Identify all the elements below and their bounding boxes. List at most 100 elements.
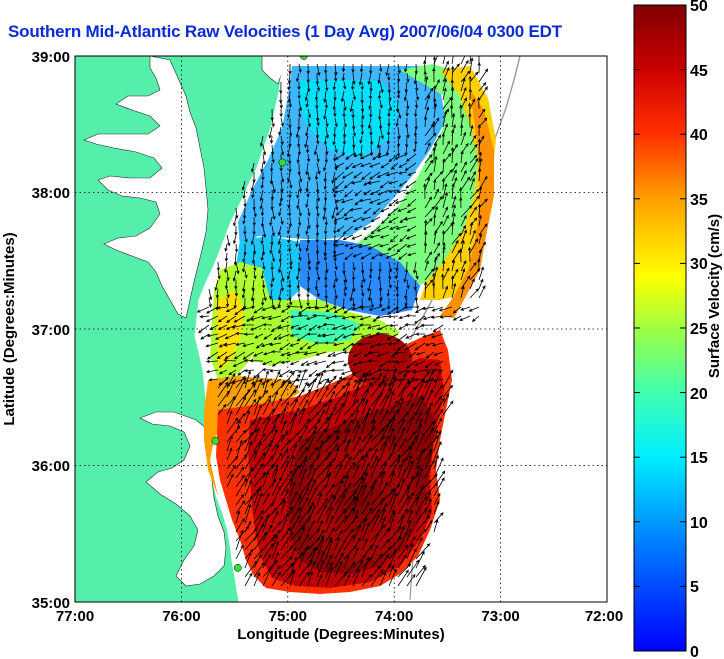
velocity-arrow <box>467 246 472 263</box>
velocity-arrow <box>313 144 318 156</box>
velocity-arrow <box>405 333 417 339</box>
velocity-arrow <box>361 574 373 587</box>
velocity-arrow <box>385 63 390 77</box>
velocity-arrow <box>277 324 291 330</box>
velocity-arrow <box>343 515 359 533</box>
velocity-arrow <box>415 564 426 578</box>
velocity-arrow <box>325 554 333 569</box>
velocity-arrow <box>424 268 435 281</box>
velocity-arrow <box>307 378 316 398</box>
velocity-arrow <box>451 162 458 173</box>
velocity-arrow <box>271 207 276 220</box>
velocity-vectors <box>196 56 489 587</box>
velocity-arrow <box>372 207 381 215</box>
velocity-arrow <box>325 430 338 443</box>
velocity-arrow <box>262 288 267 302</box>
velocity-arrow <box>434 360 444 366</box>
velocity-arrow <box>280 556 293 569</box>
velocity-arrow <box>323 180 327 191</box>
velocity-arrow <box>388 99 393 112</box>
velocity-arrow <box>388 525 402 542</box>
velocity-arrow <box>367 117 372 130</box>
y-tick-label: 37:00 <box>32 322 70 339</box>
velocity-arrow <box>307 546 317 569</box>
velocity-arrow <box>397 563 412 578</box>
velocity-arrow <box>442 140 450 155</box>
velocity-arrow <box>376 171 390 178</box>
velocity-arrow <box>289 297 293 306</box>
velocity-arrow <box>424 132 437 146</box>
x-tick-label: 72:00 <box>585 608 623 625</box>
velocity-arrow <box>253 395 261 416</box>
velocity-arrow <box>244 560 258 578</box>
velocity-arrow <box>406 392 414 407</box>
velocity-arrow <box>379 502 388 515</box>
velocity-arrow <box>352 448 362 461</box>
velocity-arrow <box>351 108 355 119</box>
velocity-arrow <box>332 279 336 289</box>
velocity-arrow <box>352 568 360 587</box>
velocity-arrow <box>305 126 309 137</box>
velocity-arrow <box>298 368 307 389</box>
velocity-arrow <box>369 135 374 146</box>
velocity-arrow <box>262 439 274 452</box>
velocity-arrow <box>469 71 479 83</box>
velocity-arrow <box>397 372 407 389</box>
velocity-arrow <box>379 527 390 542</box>
velocity-arrow <box>415 515 431 533</box>
pamlico-sound <box>139 411 227 587</box>
velocity-arrow <box>388 458 401 479</box>
velocity-arrow <box>424 260 429 272</box>
velocity-arrow <box>406 573 416 587</box>
velocity-arrow <box>424 279 434 290</box>
velocity-arrow <box>442 87 447 101</box>
velocity-arrow <box>333 216 345 222</box>
velocity-arrow <box>235 529 244 551</box>
velocity-arrow <box>433 170 444 182</box>
velocity-arrow <box>478 82 487 92</box>
velocity-arrow <box>342 135 346 146</box>
velocity-arrow <box>352 419 360 434</box>
velocity-arrow <box>424 159 434 173</box>
velocity-arrow <box>260 378 273 385</box>
velocity-arrow <box>405 369 417 374</box>
velocity-arrow <box>334 385 346 398</box>
velocity-arrow <box>424 87 434 101</box>
velocity-arrow <box>343 306 354 314</box>
velocity-arrow <box>415 418 423 434</box>
velocity-arrow <box>359 315 372 321</box>
velocity-arrow <box>297 82 301 91</box>
velocity-arrow <box>262 416 271 434</box>
x-tick-label: 77:00 <box>56 608 94 625</box>
velocity-arrow <box>376 351 390 357</box>
velocity-arrow <box>235 342 246 346</box>
velocity-arrow <box>334 162 345 168</box>
velocity-arrow <box>253 486 261 506</box>
velocity-arrow <box>217 403 227 416</box>
velocity-arrow <box>367 243 381 250</box>
velocity-arrow <box>415 537 423 551</box>
velocity-arrow <box>324 99 329 110</box>
velocity-arrow <box>388 564 395 578</box>
velocity-arrow <box>415 81 419 92</box>
velocity-arrow <box>424 94 431 110</box>
velocity-arrow <box>280 389 297 407</box>
velocity-arrow <box>298 171 303 183</box>
velocity-arrow <box>334 153 345 160</box>
velocity-arrow <box>361 398 369 416</box>
velocity-arrow <box>271 529 281 542</box>
velocity-arrow <box>323 234 327 246</box>
velocity-arrow <box>369 162 381 168</box>
velocity-arrow <box>325 495 336 515</box>
velocity-arrow <box>233 315 246 323</box>
colorbar-tick-label: 20 <box>690 386 708 403</box>
velocity-arrow <box>216 351 228 360</box>
velocity-arrow <box>225 297 230 308</box>
x-tick-label: 74:00 <box>375 608 413 625</box>
velocity-arrow <box>243 332 255 336</box>
velocity-arrow <box>322 322 336 327</box>
y-tick-label: 36:00 <box>32 458 70 475</box>
x-axis-label: Longitude (Degrees:Minutes) <box>237 626 445 643</box>
velocity-arrow <box>305 198 309 209</box>
velocity-arrow <box>281 306 291 313</box>
